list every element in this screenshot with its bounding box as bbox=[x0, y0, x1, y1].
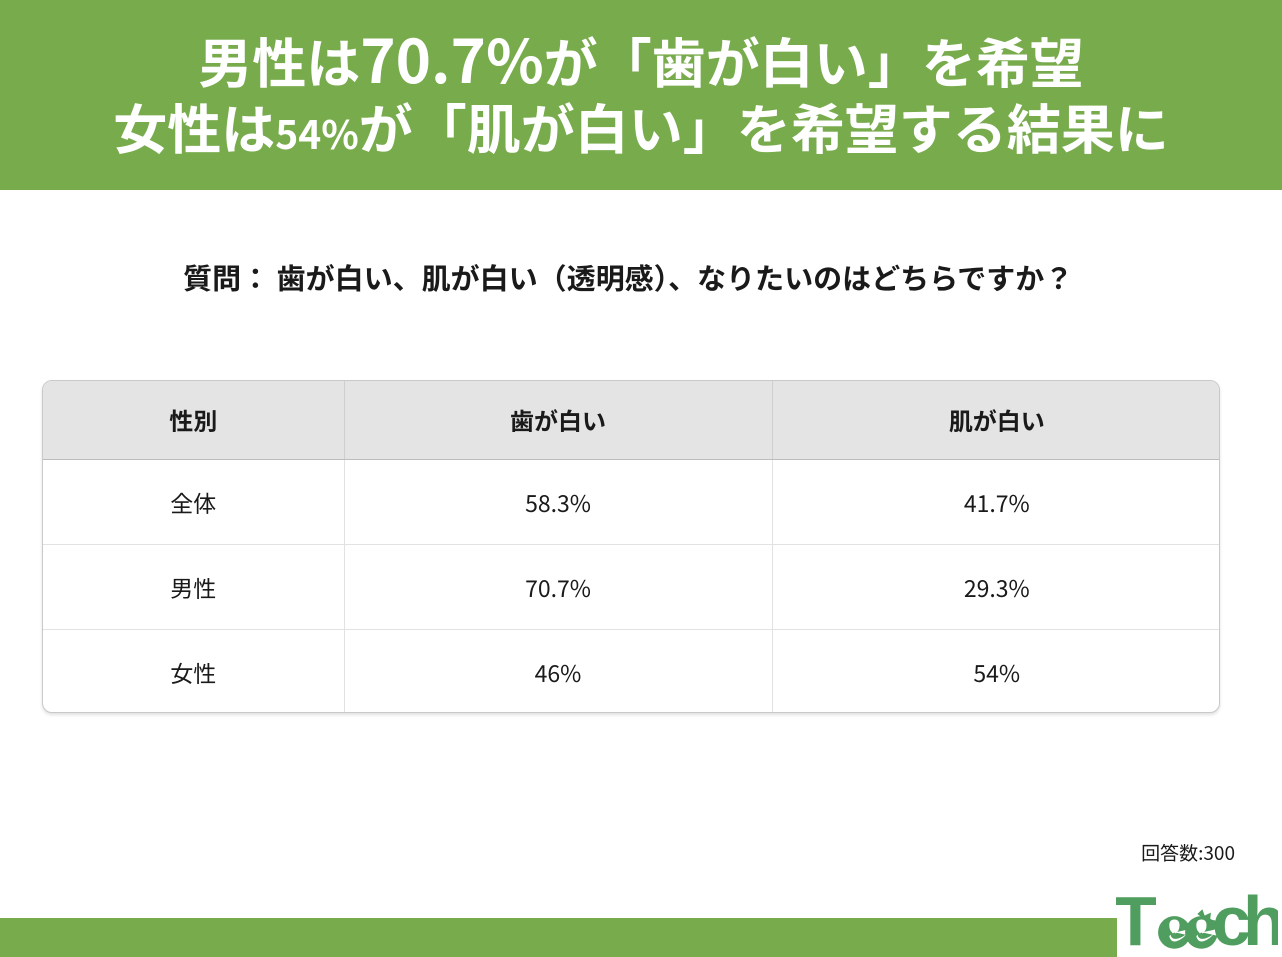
svg-text:h: h bbox=[1243, 882, 1278, 955]
svg-text:T: T bbox=[1116, 882, 1157, 955]
